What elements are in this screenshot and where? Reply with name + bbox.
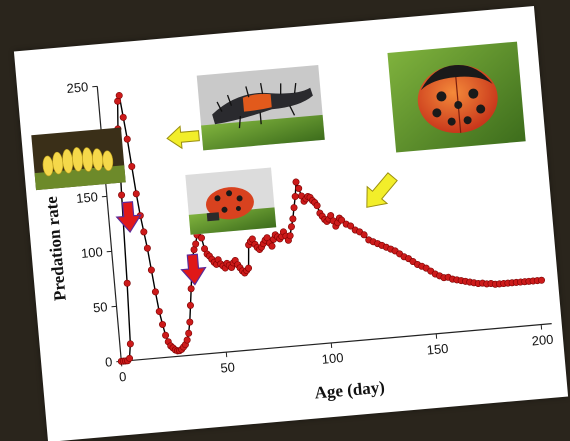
pupa-photo	[185, 167, 277, 235]
y-tick-label: 50	[92, 299, 108, 315]
x-tick-label: 0	[118, 369, 127, 385]
data-point	[126, 354, 134, 362]
data-point	[197, 234, 205, 242]
data-point	[186, 301, 194, 309]
data-point	[291, 192, 299, 200]
down-arrow-egg	[115, 201, 142, 234]
data-point	[295, 184, 303, 192]
data-point	[192, 240, 200, 248]
data-point	[287, 223, 295, 231]
data-point	[126, 340, 134, 348]
series-layer	[114, 92, 546, 365]
data-point	[245, 264, 253, 272]
data-point	[143, 244, 151, 252]
larva-photo	[196, 65, 325, 151]
data-point	[360, 231, 368, 239]
data-point	[338, 216, 346, 224]
data-point	[292, 178, 300, 186]
adult-ladybird-photo	[387, 41, 526, 153]
y-axis-title: Predation rate	[42, 195, 70, 302]
stage-arrow-adult	[366, 172, 398, 208]
data-point	[538, 276, 546, 284]
data-point	[185, 329, 193, 337]
data-point	[123, 279, 131, 287]
data-point	[313, 202, 321, 210]
data-point	[289, 215, 297, 223]
data-point	[123, 135, 131, 143]
data-point	[183, 336, 191, 344]
y-tick-label: 100	[80, 244, 103, 261]
stage-arrow-larva	[166, 125, 200, 150]
data-point	[119, 113, 127, 121]
x-tick-label: 200	[531, 332, 554, 349]
egg-cluster-photo	[31, 127, 126, 191]
data-point	[155, 307, 163, 315]
data-point	[162, 331, 170, 339]
x-tick-label: 150	[426, 341, 449, 358]
data-point	[151, 288, 159, 296]
data-point	[140, 228, 148, 236]
data-point	[186, 318, 194, 326]
data-point	[118, 191, 126, 199]
data-point	[286, 232, 294, 240]
x-axis-title: Age (day)	[314, 377, 386, 402]
x-tick-label: 100	[321, 350, 344, 367]
chart-card: 050100150200250050100150200	[13, 5, 569, 441]
data-point	[268, 242, 276, 250]
data-point	[159, 320, 167, 328]
data-point	[147, 266, 155, 274]
y-tick-label: 0	[104, 354, 113, 370]
chart-plot: 050100150200250050100150200	[31, 41, 554, 403]
down-arrow-pupa	[180, 253, 207, 286]
x-tick-label: 50	[220, 359, 236, 375]
y-tick-label: 150	[76, 189, 99, 206]
data-point	[187, 285, 195, 293]
data-point	[290, 204, 298, 212]
data-point	[128, 162, 136, 170]
data-point	[115, 92, 123, 100]
x-axis-line	[121, 323, 552, 362]
data-point	[132, 190, 140, 198]
y-tick-label: 250	[66, 79, 89, 96]
data-point	[347, 222, 355, 230]
